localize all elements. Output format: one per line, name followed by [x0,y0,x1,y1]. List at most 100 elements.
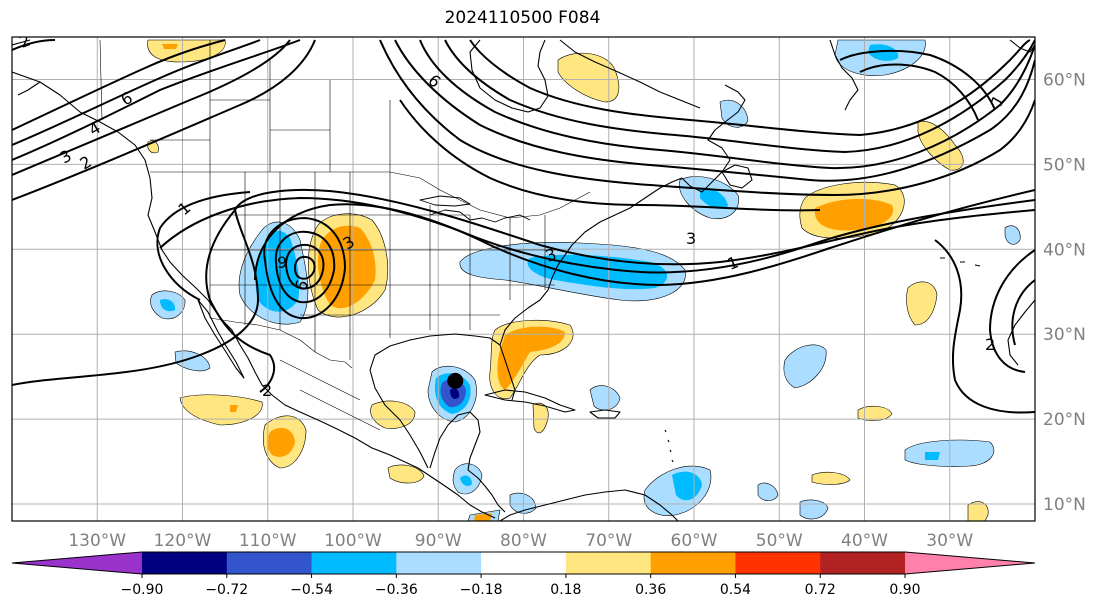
contour-cutoff-low-2 [274,230,336,304]
colorbar-segment [565,552,652,574]
map-plot-area: 6 6 4 3 2 1 9 3 3 1 2 6 1 2 3 2 [12,37,1035,521]
coastlines [12,39,1035,521]
blue-anomaly-south-atlantic [799,499,829,520]
contour-atlantic-se-3 [1011,279,1035,346]
contour-greenland-loop-2 [859,63,979,121]
longitude-tick-label: 40°W [841,531,888,551]
colorbar-tick-label: −0.72 [205,582,248,598]
contour-sw-loop [205,209,276,393]
cyan-anomaly-tropical-atlantic [925,452,940,460]
latitude-tick-label: 40°N [1043,240,1086,260]
border-alaska [99,39,103,121]
yellow-anomaly-mid-atlantic [906,281,938,326]
coastline-cuba [484,389,576,413]
yellow-anomaly-south-east [967,501,989,521]
map-frame [11,36,1036,522]
us-state-grid [209,172,560,360]
coastline-pacific [12,71,496,519]
colorbar-tick-label: 0.90 [889,582,920,598]
contour-trough-3 [254,189,1035,287]
latitude-tick-label: 50°N [1043,155,1086,175]
colorbar-tick-label: −0.54 [290,582,333,598]
coastline-south-america [499,489,679,521]
coastline-greenland [829,39,859,111]
coastline-hispaniola [589,409,621,419]
cyan-anomaly-honduras [460,475,472,486]
graticule [12,37,1035,521]
contour-label: 2 [985,335,995,354]
coastline-alaska [12,39,41,96]
latitude-tick-label: 60°N [1043,70,1086,90]
coastline-east [499,84,746,346]
contour-greenland-loop [839,49,996,111]
orange-anomaly-plains [317,225,376,309]
coastline-antilles [664,429,674,463]
yellow-anomaly-equatorial-atlantic [811,471,851,485]
orange-anomaly-mexico-pacific [230,405,238,412]
colorbar-extend-max [905,552,1035,574]
contour-trough-5 [12,39,291,176]
colorbar-segment [226,552,313,574]
orange-anomaly-north-atlantic [814,198,894,231]
colorbar-tick-label: −0.18 [460,582,503,598]
cyan-anomaly-pacific [160,299,176,312]
contour-alaska-top [12,39,56,51]
colorbar-tick-label: 0.54 [720,582,751,598]
contour-label: 3 [686,229,696,248]
height-contours [12,39,1035,414]
yellow-anomaly-central-america [387,464,425,484]
blue-anomaly-brazil [757,482,779,501]
contour-trough-outer-1 [12,189,1035,386]
coastline-central-america-caribbean [477,477,506,513]
colorbar-extend-min [12,552,142,574]
contour-trough-4 [12,39,301,161]
contour-east-6 [399,99,821,212]
great-lakes [429,209,531,223]
coastline-baja [197,299,245,379]
colorbar-segment [481,552,567,574]
coastline-labrador [559,39,701,109]
political-borders [99,39,591,431]
colorbar-labels: −0.90 −0.72 −0.54 −0.36 −0.18 0.18 0.36 0.54 0.7… [121,574,921,598]
contour-east-3 [444,39,1035,154]
contour-trough-6 [12,39,261,146]
contour-sw-outer [156,191,251,301]
yellow-anomaly-jamaica [532,402,549,434]
longitude-labels: 130°W 120°W 110°W 100°W 90°W 80°W 70°W 60°W 50°W… [68,531,973,551]
colorbar-segment [650,552,736,574]
colorbar-segment [820,552,906,574]
coastline-africa [1007,299,1035,366]
contour-cutoff-low-3 [284,243,325,290]
yellow-anomaly-mexico-pacific [179,394,263,426]
coastline-iceland [1009,39,1035,53]
latitude-tick-label: 20°N [1043,410,1086,430]
colorbar-tick-label: −0.90 [121,582,164,598]
longitude-tick-label: 120°W [154,531,212,551]
contour-atlantic-se-2 [988,249,1035,373]
longitude-tick-label: 100°W [324,531,382,551]
cyan-anomaly-newfoundland [700,187,728,209]
latitude-tick-label: 30°N [1043,325,1086,345]
contour-east-5 [379,39,1035,197]
cyan-anomaly-greenland [868,44,899,61]
contour-east-2 [419,39,1035,170]
longitude-tick-label: 80°W [500,531,547,551]
coastline-azores [940,257,981,267]
colorbar-segment [735,552,821,574]
colorbar-segment [311,552,397,574]
coastline-gulf [369,333,516,469]
contour-label: 2 [262,381,272,400]
colorbar-tick-label: 0.18 [550,582,581,598]
coastline-newfoundland [721,164,753,189]
latitude-labels: 10°N 20°N 30°N 40°N 50°N 60°N [1043,70,1086,515]
contour-cutoff-low-4 [293,255,316,280]
contour-atlantic-se [934,239,1035,414]
contour-trough-7 [12,39,226,131]
cyan-anomaly-east-atlantic [527,254,668,290]
colorbar [11,551,1036,575]
longitude-tick-label: 130°W [68,531,126,551]
coastline-yucatan [429,411,481,479]
yellow-anomaly-gulf-west [370,400,416,429]
longitude-tick-label: 110°W [239,531,297,551]
